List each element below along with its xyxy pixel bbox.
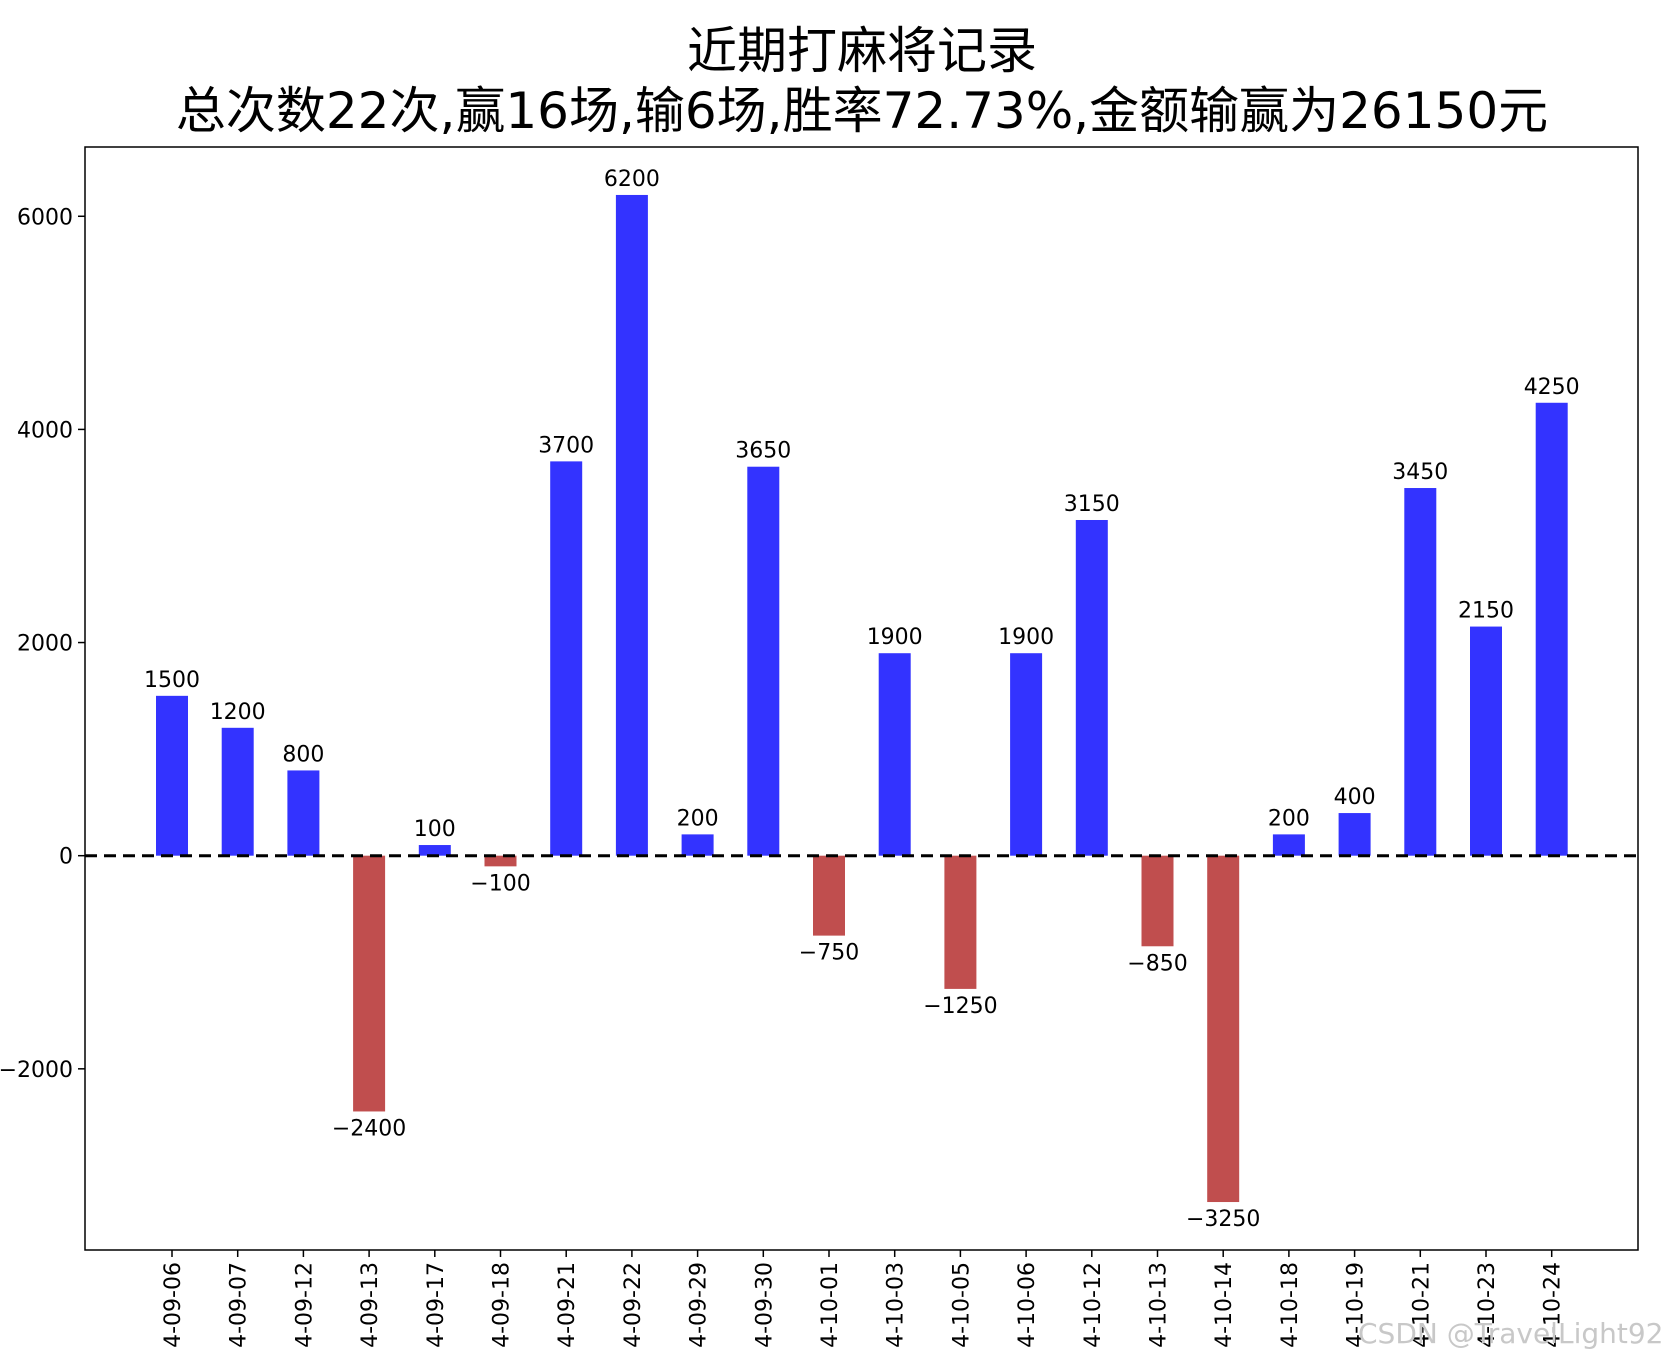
y-tick-label: 0 bbox=[59, 845, 73, 870]
x-tick-label: 4-10-01 bbox=[818, 1262, 843, 1348]
bar bbox=[878, 653, 911, 856]
data-label: 6200 bbox=[604, 167, 660, 192]
bar bbox=[1010, 653, 1043, 856]
x-tick-label: 4-09-21 bbox=[555, 1262, 580, 1348]
data-label: 3700 bbox=[538, 433, 594, 458]
y-tick-label: 2000 bbox=[17, 632, 73, 657]
y-tick-label: 6000 bbox=[17, 205, 73, 230]
chart-subtitle: 总次数22次,赢16场,输6场,胜率72.73%,金额输赢为26150元 bbox=[176, 82, 1548, 140]
bar bbox=[1404, 488, 1437, 856]
x-tick-label: 4-10-23 bbox=[1475, 1262, 1500, 1348]
x-tick-label: 4-10-24 bbox=[1541, 1262, 1566, 1348]
plot-area: −2000 0 2000 4000 6000 1500 4-09-06 1200 4-09-07… bbox=[0, 167, 1638, 1348]
data-label: 1900 bbox=[867, 625, 923, 650]
x-tick-label: 4-09-30 bbox=[752, 1262, 777, 1348]
bar bbox=[615, 194, 648, 856]
bar bbox=[944, 855, 977, 989]
x-tick-label: 4-09-29 bbox=[687, 1262, 712, 1348]
data-label: −100 bbox=[470, 871, 530, 896]
bar bbox=[747, 466, 780, 856]
bar bbox=[681, 834, 714, 856]
data-label: −3250 bbox=[1186, 1207, 1260, 1232]
x-tick-label: 4-09-18 bbox=[490, 1262, 515, 1348]
x-tick-label: 4-10-19 bbox=[1344, 1262, 1369, 1348]
x-tick-label: 4-10-18 bbox=[1278, 1262, 1303, 1348]
x-tick-label: 4-09-06 bbox=[161, 1262, 186, 1348]
bar bbox=[550, 461, 583, 856]
x-tick-label: 4-10-12 bbox=[1081, 1262, 1106, 1348]
data-label: 4250 bbox=[1524, 375, 1580, 400]
bar bbox=[1470, 626, 1502, 856]
bar bbox=[418, 845, 451, 856]
y-tick-label: 4000 bbox=[17, 418, 73, 443]
x-tick-label: 4-09-07 bbox=[227, 1262, 252, 1348]
data-label: 400 bbox=[1334, 785, 1376, 810]
bar bbox=[813, 855, 845, 936]
x-tick-label: 4-09-12 bbox=[292, 1262, 317, 1348]
data-label: 800 bbox=[282, 742, 324, 767]
bar bbox=[1535, 402, 1568, 856]
y-tick-label: −2000 bbox=[0, 1058, 73, 1083]
data-label: 1900 bbox=[998, 625, 1054, 650]
x-tick-label: 4-10-13 bbox=[1147, 1262, 1172, 1348]
bar bbox=[353, 855, 386, 1112]
data-label: −2400 bbox=[332, 1116, 406, 1141]
data-label: 1500 bbox=[144, 668, 200, 693]
bar bbox=[221, 727, 254, 856]
x-tick-label: 4-10-14 bbox=[1212, 1262, 1237, 1348]
bar bbox=[1338, 813, 1371, 856]
bar bbox=[484, 855, 517, 867]
x-tick-label: 4-10-03 bbox=[884, 1262, 909, 1348]
data-label: 3450 bbox=[1392, 460, 1448, 485]
data-label: −750 bbox=[799, 941, 859, 966]
bar bbox=[1207, 855, 1240, 1203]
x-tick-label: 4-10-05 bbox=[949, 1262, 974, 1348]
watermark: CSDN @TravelLight92 bbox=[1358, 1317, 1663, 1350]
data-label: 200 bbox=[677, 806, 719, 831]
bar bbox=[1272, 834, 1305, 856]
x-tick-label: 4-09-22 bbox=[621, 1262, 646, 1348]
bar bbox=[1141, 855, 1174, 947]
plot-frame bbox=[84, 146, 1639, 1251]
x-tick-label: 4-10-21 bbox=[1409, 1262, 1434, 1348]
x-tick-label: 4-09-13 bbox=[358, 1262, 383, 1348]
data-label: 1200 bbox=[210, 700, 266, 725]
data-label: 2150 bbox=[1458, 599, 1514, 624]
data-label: −1250 bbox=[923, 994, 997, 1019]
chart-title: 近期打麻将记录 bbox=[687, 22, 1037, 80]
x-tick-label: 4-09-17 bbox=[424, 1262, 449, 1348]
data-label: 200 bbox=[1268, 806, 1310, 831]
x-tick-label: 4-10-06 bbox=[1015, 1262, 1040, 1348]
data-label: 3650 bbox=[735, 439, 791, 464]
data-label: 3150 bbox=[1064, 492, 1120, 517]
data-label: 100 bbox=[414, 817, 456, 842]
bar bbox=[156, 695, 188, 856]
bar bbox=[1075, 519, 1108, 856]
data-label: −850 bbox=[1127, 951, 1187, 976]
bar bbox=[287, 770, 320, 856]
